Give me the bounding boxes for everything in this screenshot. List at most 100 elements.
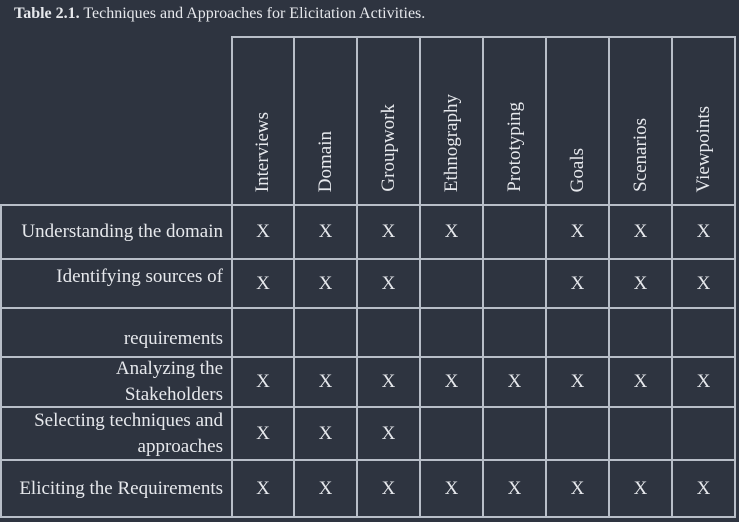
table-cell: X bbox=[671, 459, 736, 518]
check-mark: X bbox=[633, 371, 648, 392]
table-cell bbox=[356, 307, 421, 358]
column-header-label: Goals bbox=[566, 147, 588, 192]
column-header-ethnography: Ethnography bbox=[419, 36, 484, 206]
table-cell bbox=[671, 406, 736, 461]
table-cell: X bbox=[608, 204, 673, 260]
check-mark: X bbox=[318, 422, 333, 444]
check-mark: X bbox=[256, 477, 270, 499]
check-mark: X bbox=[256, 272, 270, 294]
table-cell: X bbox=[293, 406, 358, 461]
table-cell bbox=[419, 307, 484, 358]
column-header-label: Interviews bbox=[252, 111, 273, 192]
table-cell bbox=[482, 307, 547, 358]
check-mark: X bbox=[507, 477, 522, 499]
check-mark: X bbox=[318, 371, 333, 392]
row-header: Identifying sources of bbox=[0, 258, 233, 309]
check-mark: X bbox=[381, 272, 396, 294]
table-cell: X bbox=[356, 356, 421, 408]
table-cell: X bbox=[545, 459, 610, 518]
row-header: Analyzing the Stakeholders bbox=[0, 356, 233, 408]
row-header: requirements bbox=[0, 307, 233, 358]
table-cell bbox=[419, 258, 484, 309]
column-header-label: Domain bbox=[314, 130, 336, 192]
check-mark: X bbox=[444, 371, 459, 392]
table-cell: X bbox=[608, 258, 673, 309]
column-header-label: Ethnography bbox=[440, 93, 462, 192]
check-mark: X bbox=[570, 371, 585, 392]
column-header-viewpoints: Viewpoints bbox=[671, 36, 736, 206]
column-header-interviews: Interviews bbox=[231, 36, 295, 206]
check-mark: X bbox=[256, 422, 270, 444]
check-mark: X bbox=[318, 272, 333, 294]
table-cell: X bbox=[419, 356, 484, 408]
row-header: Eliciting the Requirements bbox=[0, 459, 233, 518]
column-header-prototyping: Prototyping bbox=[482, 36, 547, 206]
check-mark: X bbox=[444, 477, 459, 499]
check-mark: X bbox=[256, 221, 270, 242]
table-cell: X bbox=[356, 459, 421, 518]
row-header-label: Identifying sources of bbox=[56, 266, 223, 287]
row-header: Understanding the domain bbox=[0, 204, 233, 260]
table-cell: X bbox=[671, 258, 736, 309]
table-cell: X bbox=[545, 356, 610, 408]
check-mark: X bbox=[570, 221, 585, 242]
column-header-label: Scenarios bbox=[629, 118, 651, 192]
table-cell: X bbox=[231, 356, 295, 408]
check-mark: X bbox=[570, 477, 585, 499]
table-cell: X bbox=[293, 258, 358, 309]
column-header-label: Prototyping bbox=[503, 102, 525, 192]
column-header-scenarios: Scenarios bbox=[608, 36, 673, 206]
table-cell: X bbox=[419, 204, 484, 260]
check-mark: X bbox=[696, 221, 711, 242]
table-cell: X bbox=[482, 356, 547, 408]
table-cell bbox=[608, 307, 673, 358]
row-header-label: Understanding the domain bbox=[21, 221, 223, 242]
table-cell bbox=[482, 406, 547, 461]
table-cell bbox=[231, 307, 295, 358]
check-mark: X bbox=[381, 221, 396, 242]
column-header-groupwork: Groupwork bbox=[356, 36, 421, 206]
check-mark: X bbox=[633, 272, 648, 294]
table-cell: X bbox=[356, 406, 421, 461]
table-cell: X bbox=[356, 204, 421, 260]
check-mark: X bbox=[381, 477, 396, 499]
check-mark: X bbox=[256, 371, 270, 392]
check-mark: X bbox=[381, 371, 396, 392]
table-cell bbox=[671, 307, 736, 358]
check-mark: X bbox=[633, 477, 648, 499]
table-cell bbox=[419, 406, 484, 461]
row-header: Selecting techniques and approaches bbox=[0, 406, 233, 461]
row-header-label: Analyzing the Stakeholders bbox=[115, 358, 223, 405]
table-cell bbox=[482, 204, 547, 260]
table-cell: X bbox=[293, 204, 358, 260]
table-cell bbox=[293, 307, 358, 358]
table-cell: X bbox=[419, 459, 484, 518]
row-header-label: requirements bbox=[123, 328, 223, 349]
column-header-label: Viewpoints bbox=[692, 105, 714, 192]
check-mark: X bbox=[318, 477, 333, 499]
check-mark: X bbox=[696, 477, 711, 499]
check-mark: X bbox=[507, 371, 522, 392]
table-cell: X bbox=[608, 356, 673, 408]
check-mark: X bbox=[696, 272, 711, 294]
check-mark: X bbox=[381, 422, 396, 444]
table-cell: X bbox=[231, 459, 295, 518]
table-cell: X bbox=[231, 406, 295, 461]
table-cell: X bbox=[671, 204, 736, 260]
check-mark: X bbox=[570, 272, 585, 294]
table-cell: X bbox=[293, 459, 358, 518]
table-number: Table 2.1. bbox=[14, 5, 80, 22]
table-cell bbox=[482, 258, 547, 309]
row-header-label: Eliciting the Requirements bbox=[19, 477, 223, 499]
table-caption: Table 2.1. Techniques and Approaches for… bbox=[14, 5, 425, 23]
table-cell bbox=[545, 406, 610, 461]
table-cell: X bbox=[545, 258, 610, 309]
check-mark: X bbox=[444, 221, 459, 242]
table-cell: X bbox=[293, 356, 358, 408]
check-mark: X bbox=[633, 221, 648, 242]
table-cell: X bbox=[231, 204, 295, 260]
check-mark: X bbox=[696, 371, 711, 392]
check-mark: X bbox=[318, 221, 333, 242]
table-cell: X bbox=[545, 204, 610, 260]
